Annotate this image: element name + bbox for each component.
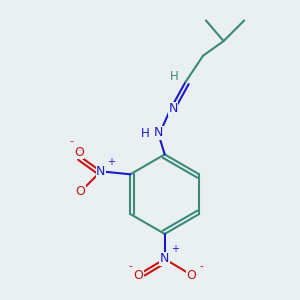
Text: +: +: [107, 157, 115, 167]
Text: -: -: [199, 261, 203, 271]
Text: O: O: [75, 185, 85, 199]
Text: O: O: [133, 268, 143, 282]
Text: N: N: [160, 252, 169, 266]
Text: O: O: [186, 268, 196, 282]
Text: N: N: [96, 165, 106, 178]
Text: H: H: [170, 70, 178, 83]
Text: +: +: [171, 244, 179, 254]
Text: N: N: [154, 126, 164, 140]
Text: N: N: [168, 102, 178, 115]
Text: -: -: [129, 261, 133, 271]
Text: H: H: [141, 127, 150, 140]
Text: -: -: [70, 136, 74, 146]
Text: O: O: [74, 146, 84, 159]
